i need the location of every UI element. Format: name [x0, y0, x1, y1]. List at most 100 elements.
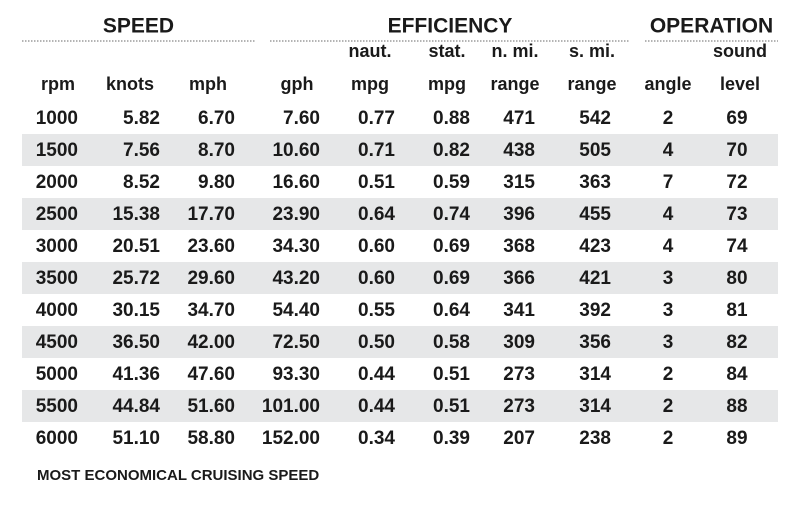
row-band	[22, 390, 778, 422]
cell: 72	[726, 172, 747, 193]
cell: 82	[726, 332, 747, 353]
column-header: mpg	[351, 74, 389, 94]
cell: 51.60	[187, 396, 235, 417]
cell: 29.60	[187, 268, 235, 289]
cell: 0.39	[433, 428, 470, 449]
cell: 152.00	[262, 428, 320, 449]
column-header: n. mi.	[491, 41, 538, 61]
cell: 315	[503, 172, 535, 193]
cell: 0.44	[358, 364, 395, 385]
column-header: level	[720, 74, 760, 94]
cell: 43.20	[272, 268, 320, 289]
cell: 58.80	[187, 428, 235, 449]
cell: 0.51	[433, 396, 470, 417]
cell: 44.84	[112, 396, 160, 417]
cell: 7.60	[283, 108, 320, 129]
cell: 84	[726, 364, 748, 385]
column-header: mpg	[428, 74, 466, 94]
cell: 2500	[36, 204, 78, 225]
cell: 1000	[36, 108, 78, 129]
cell: 7	[663, 172, 674, 193]
cell: 0.34	[358, 428, 395, 449]
cell: 392	[579, 300, 611, 321]
cell: 0.44	[358, 396, 395, 417]
cell: 20.51	[112, 236, 160, 257]
cell: 23.90	[272, 204, 320, 225]
cell: 0.64	[433, 300, 470, 321]
cell: 0.60	[358, 268, 395, 289]
cell: 0.88	[433, 108, 470, 129]
cell: 17.70	[187, 204, 235, 225]
cell: 6.70	[198, 108, 235, 129]
cell: 5.82	[123, 108, 160, 129]
cell: 341	[503, 300, 535, 321]
cell: 3	[663, 332, 674, 353]
cell: 69	[726, 108, 747, 129]
cell: 0.74	[433, 204, 470, 225]
cell: 0.77	[358, 108, 395, 129]
cell: 273	[503, 396, 535, 417]
cell: 81	[726, 300, 748, 321]
cell: 73	[726, 204, 747, 225]
column-header: gph	[281, 74, 314, 94]
cell: 7.56	[123, 140, 160, 161]
cell: 455	[579, 204, 611, 225]
column-header: naut.	[349, 41, 392, 61]
cell: 9.80	[198, 172, 235, 193]
cell: 25.72	[112, 268, 160, 289]
cell: 23.60	[187, 236, 235, 257]
column-header: stat.	[428, 41, 465, 61]
cell: 0.59	[433, 172, 470, 193]
cell: 368	[503, 236, 535, 257]
cell: 2	[663, 364, 674, 385]
cell: 1500	[36, 140, 78, 161]
cell: 2	[663, 396, 674, 417]
group-header: OPERATION	[650, 15, 773, 38]
cell: 15.38	[112, 204, 160, 225]
cell: 0.58	[433, 332, 470, 353]
row-band	[22, 198, 778, 230]
cell: 421	[579, 268, 611, 289]
cell: 51.10	[112, 428, 160, 449]
cell: 542	[579, 108, 611, 129]
cell: 314	[579, 364, 611, 385]
cell: 36.50	[112, 332, 160, 353]
column-header: range	[567, 74, 616, 94]
row-band	[22, 326, 778, 358]
cell: 54.40	[272, 300, 320, 321]
cell: 8.70	[198, 140, 235, 161]
column-header: range	[490, 74, 539, 94]
cell: 88	[726, 396, 747, 417]
cell: 74	[726, 236, 748, 257]
cell: 8.52	[123, 172, 160, 193]
cell: 34.70	[187, 300, 235, 321]
row-band	[22, 134, 778, 166]
cell: 471	[503, 108, 535, 129]
cell: 3000	[36, 236, 78, 257]
cell: 207	[503, 428, 535, 449]
cell: 0.71	[358, 140, 395, 161]
column-header: sound	[713, 41, 767, 61]
cell: 3500	[36, 268, 78, 289]
cell: 2000	[36, 172, 78, 193]
cell: 396	[503, 204, 535, 225]
cell: 70	[726, 140, 747, 161]
cell: 30.15	[112, 300, 160, 321]
cell: 6000	[36, 428, 78, 449]
cell: 0.69	[433, 236, 470, 257]
group-header: SPEED	[103, 15, 174, 38]
cell: 3	[663, 300, 674, 321]
group-header: EFFICIENCY	[388, 15, 513, 38]
column-header: angle	[644, 74, 691, 94]
column-header: s. mi.	[569, 41, 615, 61]
cell: 4500	[36, 332, 78, 353]
column-header: rpm	[41, 74, 75, 94]
cell: 0.82	[433, 140, 470, 161]
cell: 4000	[36, 300, 78, 321]
cell: 5500	[36, 396, 78, 417]
cell: 41.36	[112, 364, 160, 385]
cell: 356	[579, 332, 611, 353]
cell: 0.64	[358, 204, 395, 225]
cell: 0.60	[358, 236, 395, 257]
cell: 0.51	[433, 364, 470, 385]
